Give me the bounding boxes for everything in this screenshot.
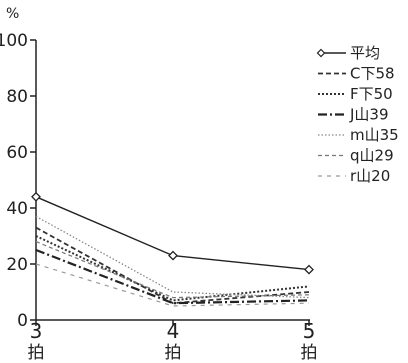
series-point-marker xyxy=(304,264,314,275)
y-tick-label: 80 xyxy=(6,87,28,107)
legend-entry-label: q山29 xyxy=(350,147,394,165)
x-tick-sublabel: 拍 xyxy=(301,343,318,363)
x-tick-sublabel: 拍 xyxy=(165,343,182,363)
y-unit-label: % xyxy=(6,6,19,22)
y-tick-label: 20 xyxy=(6,255,28,275)
legend-entry-label: m山35 xyxy=(350,126,399,144)
x-tick-sublabel: 拍 xyxy=(28,343,45,363)
legend: 平均 C下58 F下50 J山39 m山35 q山29 r山20 xyxy=(316,44,399,185)
series-lines-group xyxy=(31,191,314,307)
series-line-1 xyxy=(35,226,310,305)
x-tick-label: 3 xyxy=(30,319,43,343)
legend-entry-label: C下58 xyxy=(350,65,395,83)
series-line-5 xyxy=(35,241,310,299)
y-ticks-group: 0 20 40 60 80 100 xyxy=(0,31,36,331)
y-tick-label: 40 xyxy=(6,199,28,219)
series-point-marker xyxy=(168,250,178,261)
series-line-2 xyxy=(35,235,310,302)
legend-entry-label: r山20 xyxy=(350,167,390,185)
y-tick-label: 100 xyxy=(0,31,28,51)
series-point-marker xyxy=(31,191,41,202)
y-tick-label: 60 xyxy=(6,143,28,163)
series-line-6 xyxy=(35,263,310,307)
y-tick-label: 0 xyxy=(17,311,28,331)
legend-entry-label: J山39 xyxy=(349,106,389,124)
legend-entry-label: F下50 xyxy=(350,85,393,103)
legend-marker xyxy=(316,48,326,58)
x-tick-label: 5 xyxy=(303,319,316,343)
legend-entry-label: 平均 xyxy=(350,44,380,62)
x-tick-label: 4 xyxy=(167,319,180,343)
